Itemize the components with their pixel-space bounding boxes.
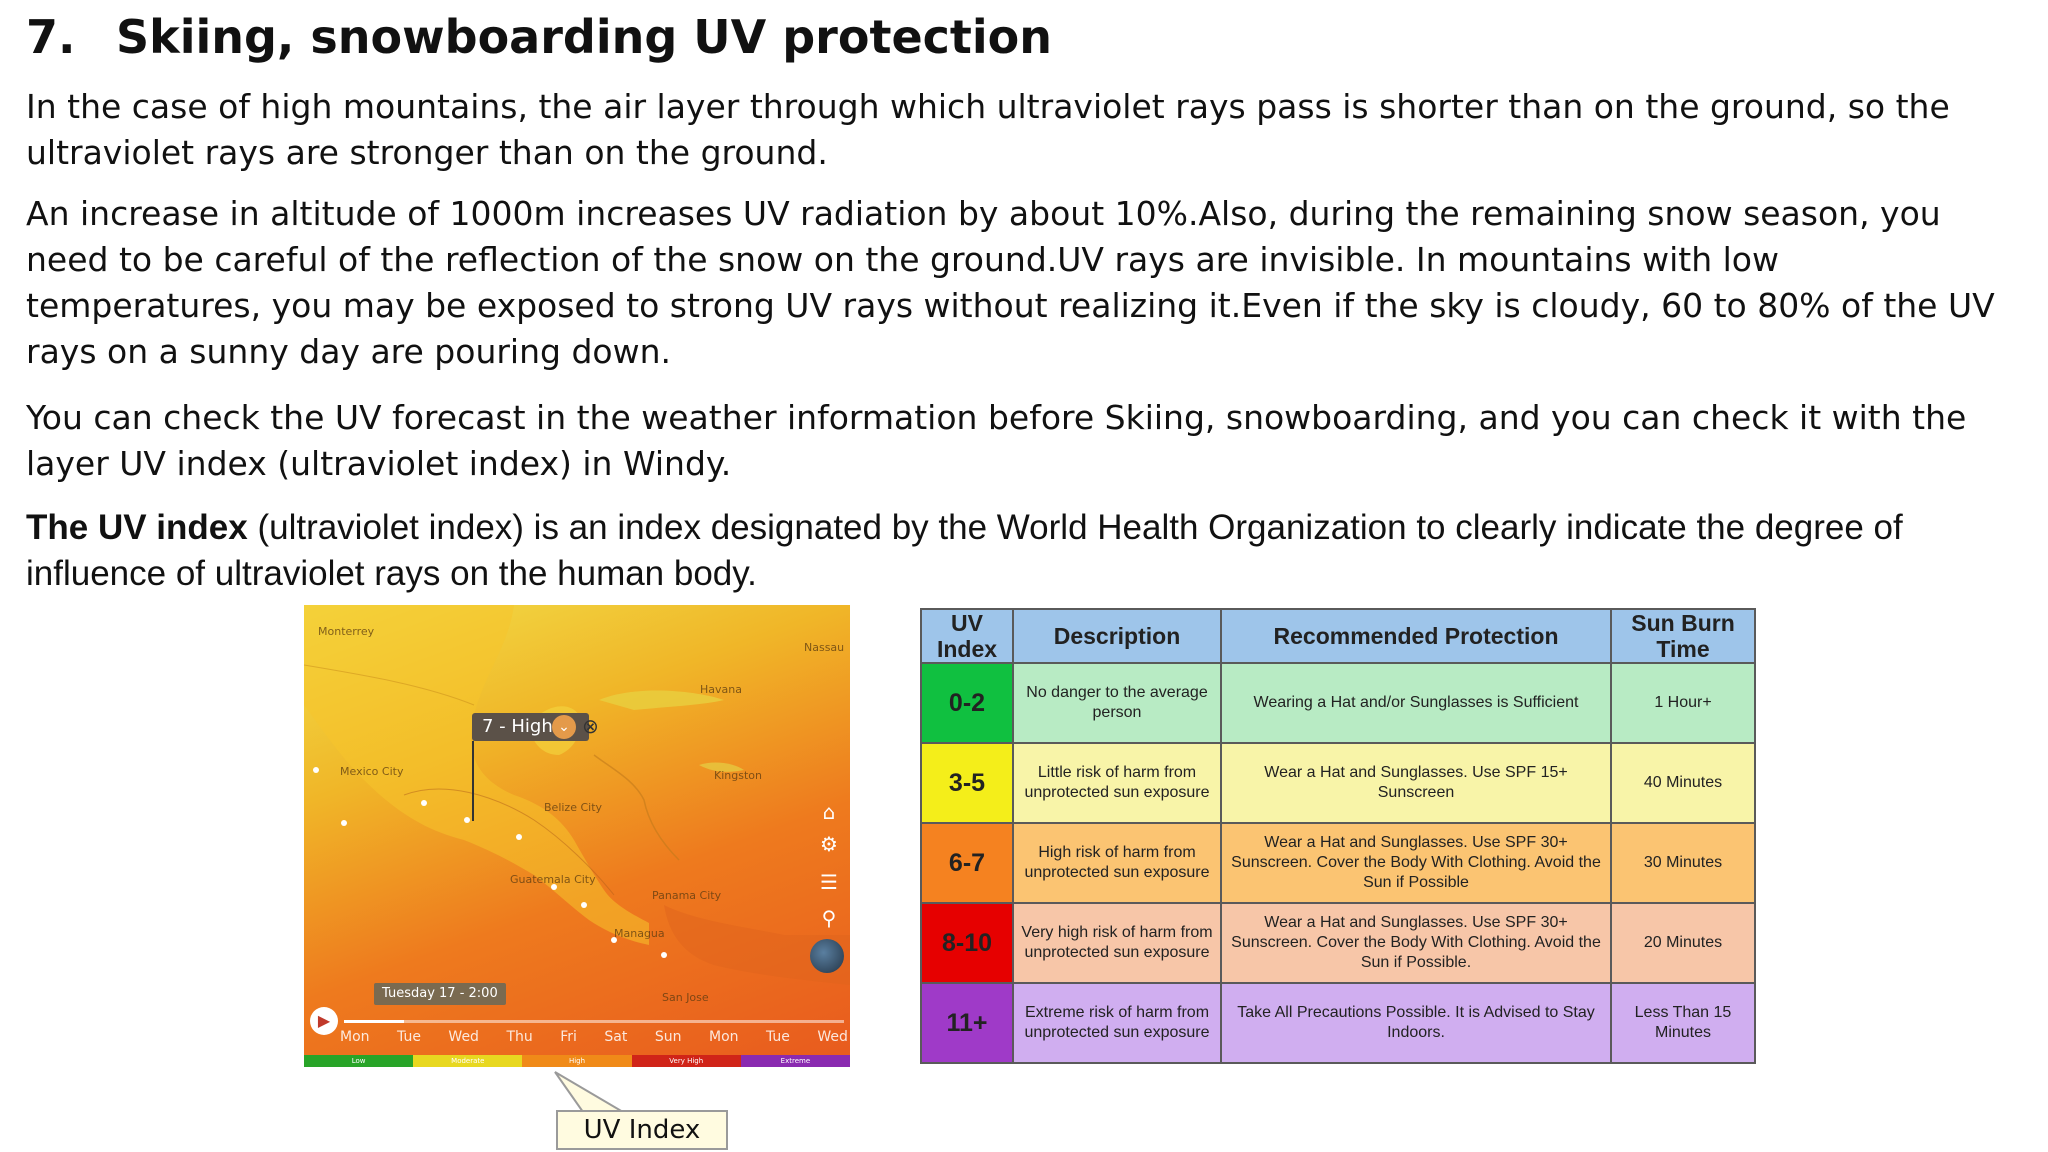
map-place-label: Kingston [714, 769, 762, 782]
scale-segment: Moderate [413, 1055, 523, 1067]
map-place-label: Managua [614, 927, 665, 940]
timeline-day[interactable]: Wed [817, 1029, 848, 1045]
paragraph-snow-reflection: An increase in altitude of 1000m increas… [26, 194, 1995, 371]
home-icon[interactable]: ⌂ [822, 800, 836, 824]
header-description: Description [1012, 608, 1222, 664]
protection-cell: Take All Precautions Possible. It is Adv… [1220, 982, 1612, 1064]
uv-index-cell: 8-10 [920, 902, 1014, 984]
sunburn-time-cell: Less Than 15 Minutes [1610, 982, 1756, 1064]
uv-map-image: Monterrey Mexico City Belize City Guatem… [304, 605, 850, 1067]
table-header-row: UV Index Description Recommended Protect… [920, 608, 1756, 664]
timeline-day[interactable]: Mon [340, 1029, 370, 1045]
table-row: 11+ Extreme risk of harm from unprotecte… [920, 982, 1756, 1064]
section-heading: 7. Skiing, snowboarding UV protection [26, 10, 1052, 64]
map-landmass [304, 605, 850, 985]
description-cell: No danger to the average person [1012, 662, 1222, 744]
uv-index-cell: 11+ [920, 982, 1014, 1064]
timeline-day[interactable]: Wed [448, 1029, 479, 1045]
uv-index-definition: (ultraviolet index) is an index designat… [26, 508, 1903, 593]
scale-segment: Low [304, 1055, 414, 1067]
table-row: 8-10 Very high risk of harm from unprote… [920, 902, 1756, 984]
uv-index-callout: UV Index [556, 1110, 728, 1150]
description-cell: Little risk of harm from unprotected sun… [1012, 742, 1222, 824]
timeline-day[interactable]: Sun [654, 1029, 682, 1045]
sunburn-time-cell: 20 Minutes [1610, 902, 1756, 984]
timeline-day[interactable]: Fri [560, 1029, 577, 1045]
map-place-label: Panama City [652, 889, 722, 902]
play-icon[interactable]: ▶ [310, 1007, 338, 1035]
settings-icon[interactable]: ⚙ [820, 832, 838, 856]
uv-index-cell: 6-7 [920, 822, 1014, 904]
uv-index-cell: 3-5 [920, 742, 1014, 824]
scale-segment: Very High [631, 1055, 741, 1067]
uv-index-table: UV Index Description Recommended Protect… [920, 608, 1756, 1064]
callout-pointer [554, 1071, 627, 1113]
header-protection: Recommended Protection [1220, 608, 1612, 664]
map-place-label: Belize City [544, 801, 603, 814]
timeline-day[interactable]: Sat [604, 1029, 628, 1045]
sunburn-time-cell: 30 Minutes [1610, 822, 1756, 904]
forecast-time-label: Tuesday 17 - 2:00 [374, 983, 506, 1005]
timeline-days: Mon Tue Wed Thu Fri Sat Sun Mon Tue Wed [340, 1029, 848, 1045]
close-icon[interactable]: ⊗ [582, 714, 599, 738]
timeline-day[interactable]: Mon [708, 1029, 739, 1045]
table-row: 3-5 Little risk of harm from unprotected… [920, 742, 1756, 824]
map-place-label: Guatemala City [510, 873, 596, 886]
uv-color-scale: Low Moderate High Very High Extreme [304, 1055, 850, 1067]
description-cell: Extreme risk of harm from unprotected su… [1012, 982, 1222, 1064]
protection-cell: Wear a Hat and Sunglasses. Use SPF 15+ S… [1220, 742, 1612, 824]
timeline-day[interactable]: Tue [766, 1029, 790, 1045]
map-place-label: San Jose [662, 991, 709, 1004]
header-uv-index: UV Index [920, 608, 1014, 664]
timeline-day[interactable]: Thu [506, 1029, 533, 1045]
section-number: 7. [26, 10, 76, 64]
timeline-track[interactable] [344, 1020, 844, 1023]
paragraph-altitude: In the case of high mountains, the air l… [26, 87, 1950, 172]
protection-cell: Wear a Hat and Sunglasses. Use SPF 30+ S… [1220, 902, 1612, 984]
paragraph-windy-forecast: You can check the UV forecast in the wea… [26, 398, 1967, 483]
description-cell: Very high risk of harm from unprotected … [1012, 902, 1222, 984]
paragraph-uv-index: The UV index (ultraviolet index) is an i… [26, 505, 2016, 597]
menu-icon[interactable]: ☰ [820, 870, 838, 894]
search-icon[interactable]: ⚲ [821, 906, 837, 930]
uv-index-cell: 0-2 [920, 662, 1014, 744]
protection-cell: Wearing a Hat and/or Sunglasses is Suffi… [1220, 662, 1612, 744]
timeline-progress [344, 1020, 404, 1023]
chevron-down-icon[interactable]: ⌄ [552, 715, 576, 739]
map-place-label: Mexico City [340, 765, 404, 778]
uv-index-term: The UV index [26, 508, 248, 547]
map-place-label: Monterrey [318, 625, 375, 638]
section-title: Skiing, snowboarding UV protection [116, 10, 1053, 64]
header-sunburn-time: Sun Burn Time [1610, 608, 1756, 664]
popup-pointer-line [472, 741, 474, 821]
scale-segment: Extreme [740, 1055, 850, 1067]
scale-segment: High [522, 1055, 632, 1067]
map-place-label: Havana [700, 683, 742, 696]
timeline-day[interactable]: Tue [397, 1029, 421, 1045]
table-row: 0-2 No danger to the average person Wear… [920, 662, 1756, 744]
sunburn-time-cell: 40 Minutes [1610, 742, 1756, 824]
avatar[interactable] [810, 939, 844, 973]
description-cell: High risk of harm from unprotected sun e… [1012, 822, 1222, 904]
table-row: 6-7 High risk of harm from unprotected s… [920, 822, 1756, 904]
protection-cell: Wear a Hat and Sunglasses. Use SPF 30+ S… [1220, 822, 1612, 904]
sunburn-time-cell: 1 Hour+ [1610, 662, 1756, 744]
map-place-label: Nassau [804, 641, 845, 654]
